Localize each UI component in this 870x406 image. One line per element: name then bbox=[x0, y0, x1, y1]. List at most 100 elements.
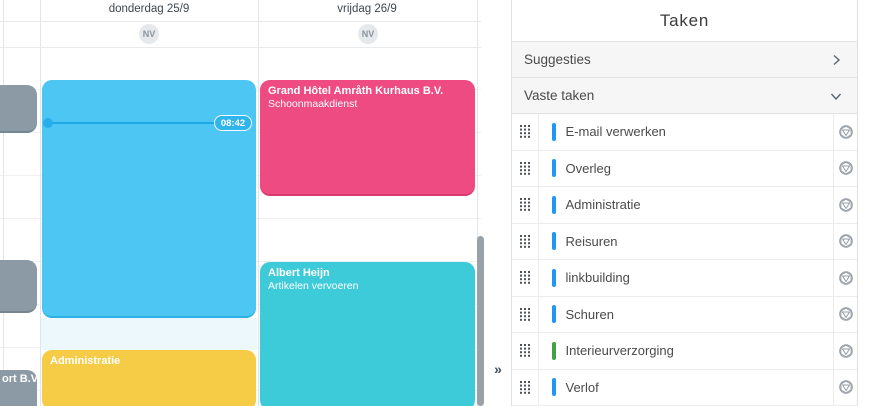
task-settings-button[interactable] bbox=[833, 369, 857, 405]
drag-handle[interactable] bbox=[512, 333, 539, 369]
calendar-right-border bbox=[477, 0, 478, 406]
assignee-badge[interactable]: NV bbox=[139, 24, 159, 44]
gear-icon bbox=[838, 197, 853, 212]
chevron-down-icon bbox=[830, 93, 842, 100]
gear-icon bbox=[838, 343, 853, 358]
drag-handle[interactable] bbox=[512, 187, 539, 223]
task-settings-button[interactable] bbox=[833, 114, 857, 150]
task-color-bar bbox=[552, 195, 556, 214]
task-row[interactable]: Schuren bbox=[512, 296, 857, 333]
drag-dots-icon bbox=[520, 380, 530, 394]
drag-handle[interactable] bbox=[512, 296, 539, 332]
task-label-cell: Administratie bbox=[539, 187, 833, 223]
event-subtitle: Schoonmaakdienst bbox=[268, 98, 358, 110]
section-suggesties[interactable]: Suggesties bbox=[512, 42, 857, 78]
task-color-bar bbox=[552, 232, 556, 251]
drag-dots-icon bbox=[520, 198, 530, 212]
gear-icon bbox=[838, 161, 853, 176]
gear-icon bbox=[838, 380, 853, 395]
task-settings-button[interactable] bbox=[833, 150, 857, 186]
task-row[interactable]: Interieurverzorging bbox=[512, 333, 857, 370]
panel-header: Taken bbox=[512, 0, 857, 42]
gear-icon bbox=[838, 307, 853, 322]
task-label-cell: Interieurverzorging bbox=[539, 333, 833, 369]
task-settings-button[interactable] bbox=[833, 296, 857, 332]
drag-handle[interactable] bbox=[512, 114, 539, 150]
task-row[interactable]: Reisuren bbox=[512, 223, 857, 260]
drag-handle[interactable] bbox=[512, 223, 539, 259]
gear-icon bbox=[838, 270, 853, 285]
event-subtitle: Artikelen vervoeren bbox=[268, 280, 359, 292]
section-label: Suggesties bbox=[524, 52, 591, 67]
chevron-right-icon bbox=[833, 54, 841, 65]
task-label: Overleg bbox=[565, 160, 612, 176]
drag-dots-icon bbox=[520, 344, 530, 358]
drag-handle[interactable] bbox=[512, 369, 539, 405]
panel-collapse-toggle[interactable]: » bbox=[494, 361, 502, 377]
event-clipped-top[interactable] bbox=[0, 85, 37, 133]
day-header-friday: vrijdag 26/9 bbox=[337, 3, 397, 15]
task-label-cell: Schuren bbox=[539, 297, 833, 333]
task-settings-button[interactable] bbox=[833, 260, 857, 296]
event-clipped-bottom[interactable]: ort B.V. bbox=[0, 370, 37, 406]
tasks-panel: Taken Suggesties Vaste taken E-mail verw… bbox=[511, 0, 858, 406]
column-border bbox=[3, 0, 4, 406]
task-color-bar bbox=[552, 159, 556, 178]
task-label: Verlof bbox=[565, 379, 599, 395]
drag-dots-icon bbox=[520, 125, 530, 139]
task-row[interactable]: Overleg bbox=[512, 150, 857, 187]
drag-dots-icon bbox=[520, 234, 530, 248]
event-kurhaus[interactable]: Grand Hôtel Amråth Kurhaus B.V. Schoonma… bbox=[260, 80, 475, 196]
calendar-area: donderdag 25/9 vrijdag 26/9 NV NV ort B.… bbox=[0, 0, 484, 406]
assignee-badge[interactable]: NV bbox=[358, 24, 378, 44]
header-divider bbox=[0, 21, 481, 22]
task-label-cell: Verlof bbox=[539, 370, 833, 406]
column-border bbox=[40, 0, 41, 406]
task-settings-button[interactable] bbox=[833, 333, 857, 369]
task-label-cell: linkbuilding bbox=[539, 260, 833, 296]
event-title: Administratie bbox=[50, 355, 121, 367]
task-label: Interieurverzorging bbox=[565, 343, 674, 359]
event-clipped-middle[interactable] bbox=[0, 260, 37, 313]
task-color-bar bbox=[552, 341, 556, 360]
drag-handle[interactable] bbox=[512, 260, 539, 296]
task-row[interactable]: Verlof bbox=[512, 369, 857, 406]
badge-row-divider bbox=[0, 47, 481, 48]
gear-icon bbox=[838, 124, 853, 139]
task-list: E-mail verwerken Overleg bbox=[512, 114, 857, 406]
task-label: E-mail verwerken bbox=[565, 124, 666, 140]
column-border bbox=[258, 0, 259, 406]
task-label: Schuren bbox=[565, 306, 614, 322]
task-label: linkbuilding bbox=[565, 270, 630, 286]
section-label: Vaste taken bbox=[524, 88, 595, 103]
task-color-bar bbox=[552, 122, 556, 141]
task-row[interactable]: Administratie bbox=[512, 187, 857, 224]
calendar-scrollbar-thumb[interactable] bbox=[477, 236, 484, 406]
current-time-dot[interactable] bbox=[43, 118, 53, 128]
current-time-pill[interactable]: 08:42 bbox=[214, 115, 252, 131]
panel-title: Taken bbox=[659, 10, 710, 30]
task-color-bar bbox=[552, 305, 556, 324]
event-albert-heijn[interactable]: Albert Heijn Artikelen vervoeren bbox=[260, 262, 475, 406]
task-label-cell: Reisuren bbox=[539, 224, 833, 260]
current-time-line bbox=[48, 122, 216, 124]
day-header-thursday: donderdag 25/9 bbox=[108, 3, 190, 15]
drag-dots-icon bbox=[520, 161, 530, 175]
task-label-cell: Overleg bbox=[539, 151, 833, 187]
task-label-cell: E-mail verwerken bbox=[539, 114, 833, 150]
task-label: Reisuren bbox=[565, 233, 618, 249]
task-settings-button[interactable] bbox=[833, 187, 857, 223]
today-highlight-strip bbox=[41, 318, 257, 350]
drag-handle[interactable] bbox=[512, 150, 539, 186]
drag-dots-icon bbox=[520, 307, 530, 321]
task-settings-button[interactable] bbox=[833, 223, 857, 259]
task-row[interactable]: E-mail verwerken bbox=[512, 114, 857, 151]
task-row[interactable]: linkbuilding bbox=[512, 260, 857, 297]
gear-icon bbox=[838, 234, 853, 249]
task-color-bar bbox=[552, 378, 556, 397]
event-title: Albert Heijn bbox=[268, 267, 330, 279]
drag-dots-icon bbox=[520, 271, 530, 285]
section-vaste-taken[interactable]: Vaste taken bbox=[512, 78, 857, 114]
event-administratie[interactable]: Administratie bbox=[42, 350, 256, 406]
